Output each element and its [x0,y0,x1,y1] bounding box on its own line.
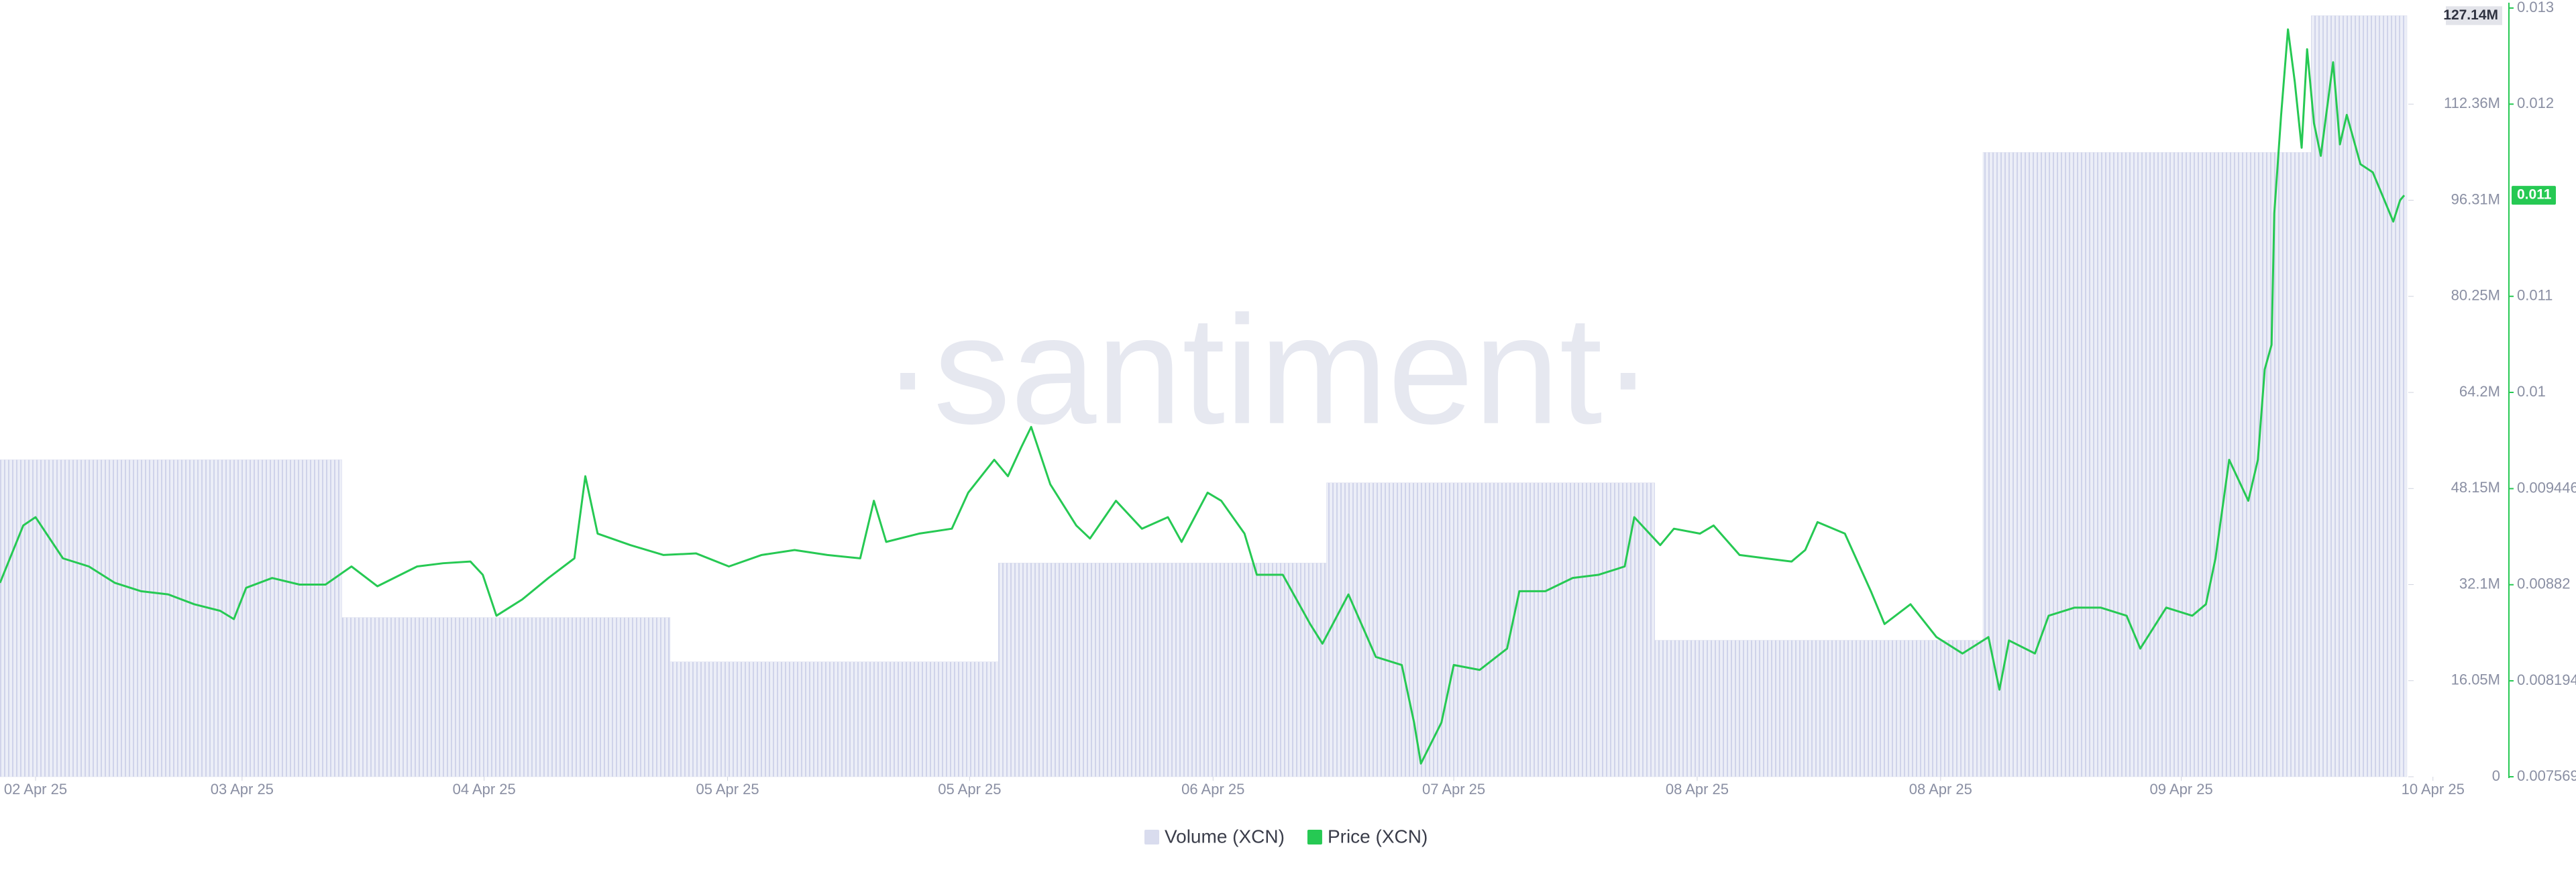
volume-bar [1982,152,2312,777]
y-tick-label: 80.25M [2451,287,2500,304]
y2-tick-label: 0.012 [2517,95,2554,111]
y-tick-label: 0 [2492,767,2500,784]
price-last-label: 0.011 [2517,187,2552,203]
y-tick-label: 64.2M [2459,383,2500,400]
x-tick-label: 09 Apr 25 [2150,781,2213,798]
x-tick-label: 06 Apr 25 [1181,781,1244,798]
legend: Volume (XCN) Price (XCN) [1144,826,1428,847]
volume-bar [669,661,999,777]
volume-last-label: 127.14M [2443,7,2498,23]
volume-bar [998,563,1327,777]
legend-swatch [1144,830,1159,844]
watermark: ·santiment· [882,284,1654,456]
legend-swatch [1307,830,1322,844]
x-tick-label: 08 Apr 25 [1666,781,1729,798]
volume-bar [2311,15,2408,777]
volume-bar [1654,640,1984,777]
y-tick-label: 96.31M [2451,190,2500,207]
x-tick-label: 03 Apr 25 [211,781,274,798]
y2-tick-label: 0.009446 [2517,479,2576,496]
y2-tick-label: 0.013 [2517,0,2554,15]
volume-bar [1326,482,1656,777]
y-tick-label: 16.05M [2451,671,2500,688]
x-tick-label: 02 Apr 25 [4,781,67,798]
x-tick-label: 04 Apr 25 [453,781,516,798]
volume-bars [0,15,2408,777]
y2-tick-label: 0.00882 [2517,576,2571,592]
y2-tick-label: 0.011 [2517,287,2553,304]
volume-last-badge [2446,6,2502,25]
volume-bar [341,617,671,777]
y2-tick-label: 0.007569 [2517,767,2576,784]
y2-tick-label: 0.01 [2517,383,2546,400]
price-last-badge [2512,186,2556,205]
y-tick-label: 48.15M [2451,479,2500,496]
price-line [0,28,2406,765]
y2-tick-label: 0.008194 [2517,671,2576,688]
x-tick-label: 07 Apr 25 [1422,781,1485,798]
price-line-group [0,28,2406,765]
y-tick-label: 32.1M [2459,575,2500,592]
x-tick-label: 10 Apr 25 [2402,781,2465,798]
x-tick-label: 05 Apr 25 [696,781,759,798]
legend-label: Price (XCN) [1328,826,1428,847]
x-tick-label: 08 Apr 25 [1909,781,1972,798]
volume-bar [0,459,342,777]
y-tick-label: 112.36M [2444,95,2500,111]
legend-label: Volume (XCN) [1165,826,1285,847]
x-tick-label: 05 Apr 25 [938,781,1001,798]
